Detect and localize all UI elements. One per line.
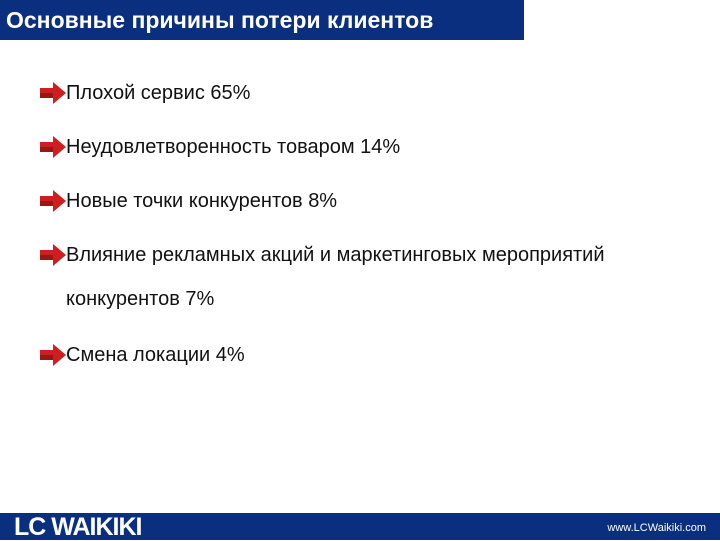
bullet-arrow-icon [40, 344, 66, 366]
bullet-text: Плохой сервис 65% [66, 82, 251, 104]
slide-title: Основные причины потери клиентов [6, 7, 434, 33]
bullet-list: Плохой сервис 65% Неудовлетворенность то… [40, 82, 605, 366]
bullet-text: Смена локации 4% [66, 344, 245, 366]
footer-url: www.LCWaikiki.com [607, 522, 706, 534]
bullet-text: Новые точки конкурентов 8% [66, 190, 338, 212]
bullet-arrow-icon [40, 82, 66, 104]
footer-bar [0, 513, 720, 540]
title-bar: Основные причины потери клиентов [0, 0, 524, 40]
bullet-text: Влияние рекламных акций и маркетинговых … [66, 244, 605, 266]
bullet-continuation: конкурентов 7% [66, 288, 215, 310]
bullet-arrow-icon [40, 244, 66, 266]
bullet-text: Неудовлетворенность товаром 14% [66, 136, 401, 158]
brand-logo: LC WAIKIKI [14, 513, 142, 541]
bullet-arrow-icon [40, 136, 66, 158]
bullet-arrow-icon [40, 190, 66, 212]
